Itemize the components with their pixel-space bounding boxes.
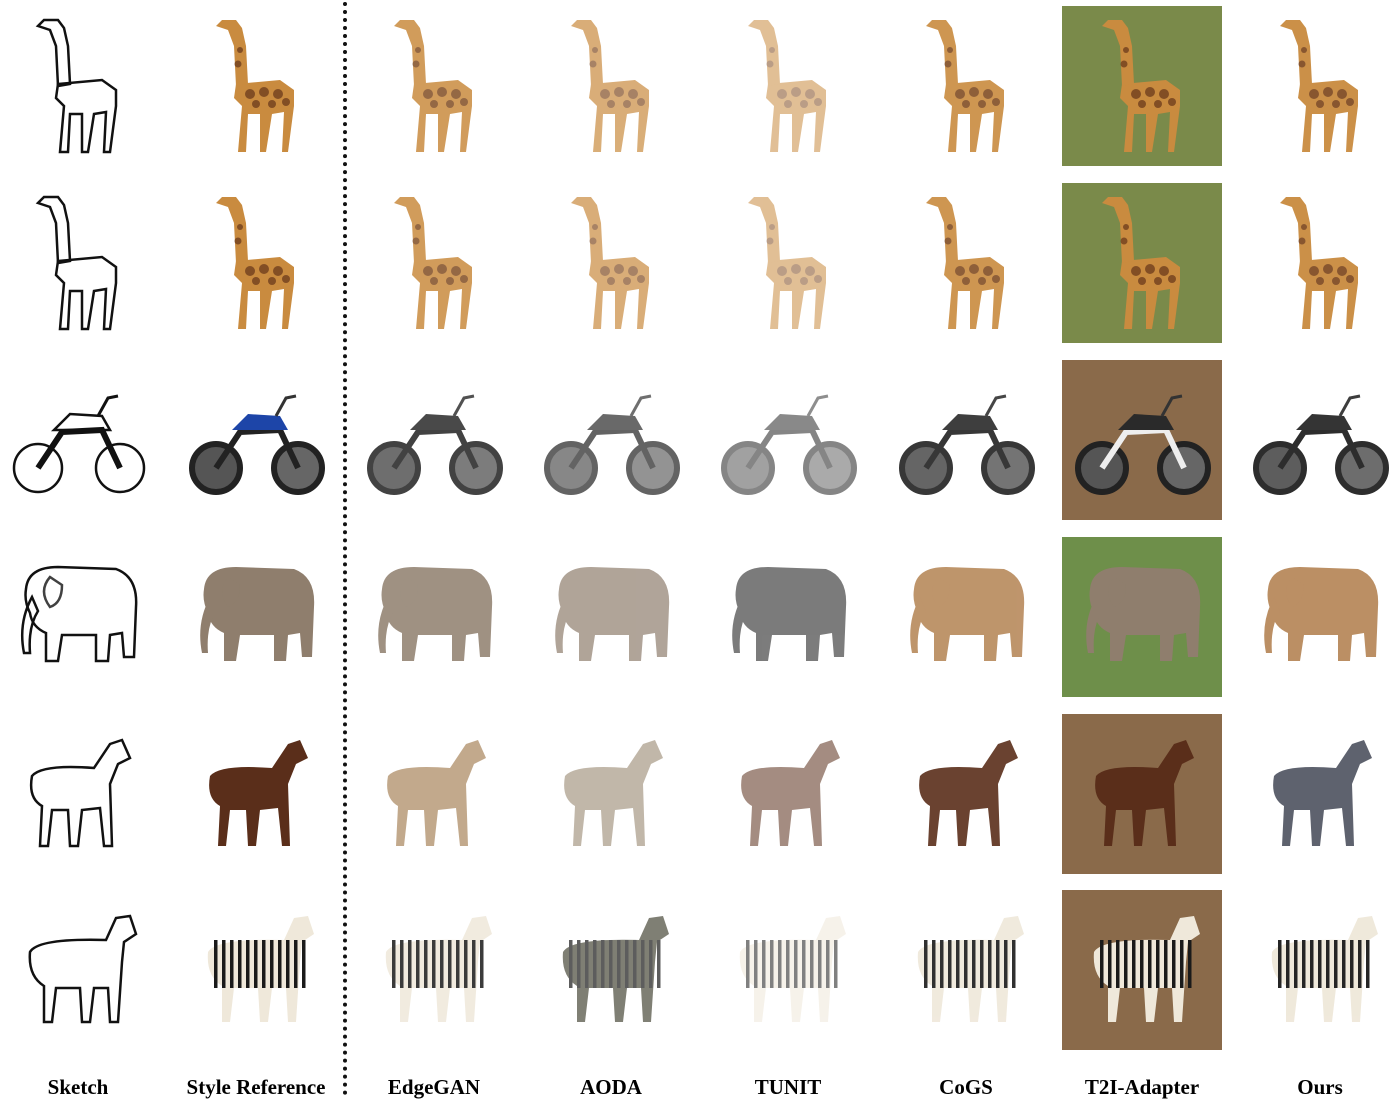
giraffe-sketch-image	[0, 6, 158, 166]
horse-style_reference-image	[176, 714, 336, 874]
giraffe-sketch-image	[0, 183, 158, 343]
elephant-aoda-image	[531, 537, 691, 697]
giraffe-aoda-image	[531, 183, 691, 343]
zebra-aoda-image	[531, 890, 691, 1050]
zebra-tunit-image	[708, 890, 868, 1050]
motorcycle-style_reference-image	[176, 360, 336, 520]
giraffe-style_reference-image	[176, 183, 336, 343]
column-label-ours: Ours	[1297, 1075, 1343, 1099]
column-label-style_reference: Style Reference	[186, 1075, 326, 1099]
zebra-cogs-image	[886, 890, 1046, 1050]
elephant-tunit-image	[708, 537, 868, 697]
giraffe-t2i_adapter-image	[1062, 183, 1222, 343]
zebra-style_reference-image	[176, 890, 336, 1050]
motorcycle-aoda-image	[531, 360, 691, 520]
giraffe-style_reference-image	[176, 6, 336, 166]
elephant-t2i_adapter-image	[1062, 537, 1222, 697]
horse-edgegan-image	[354, 714, 514, 874]
motorcycle-sketch-image	[0, 360, 158, 520]
horse-cogs-image	[886, 714, 1046, 874]
giraffe-ours-image	[1240, 183, 1400, 343]
motorcycle-cogs-image	[886, 360, 1046, 520]
horse-ours-image	[1240, 714, 1400, 874]
elephant-cogs-image	[886, 537, 1046, 697]
giraffe-edgegan-image	[354, 183, 514, 343]
motorcycle-tunit-image	[708, 360, 868, 520]
horse-tunit-image	[708, 714, 868, 874]
zebra-sketch-image	[0, 890, 158, 1050]
column-label-sketch: Sketch	[47, 1075, 109, 1099]
motorcycle-t2i_adapter-image	[1062, 360, 1222, 520]
dotted-divider	[343, 2, 347, 1096]
giraffe-edgegan-image	[354, 6, 514, 166]
giraffe-cogs-image	[886, 6, 1046, 166]
column-label-t2i_adapter: T2I-Adapter	[1084, 1075, 1200, 1099]
zebra-edgegan-image	[354, 890, 514, 1050]
giraffe-ours-image	[1240, 6, 1400, 166]
giraffe-t2i_adapter-image	[1062, 6, 1222, 166]
column-label-aoda: AODA	[580, 1075, 642, 1099]
giraffe-cogs-image	[886, 183, 1046, 343]
column-label-edgegan: EdgeGAN	[387, 1075, 481, 1099]
horse-aoda-image	[531, 714, 691, 874]
elephant-edgegan-image	[354, 537, 514, 697]
giraffe-tunit-image	[708, 183, 868, 343]
motorcycle-edgegan-image	[354, 360, 514, 520]
elephant-style_reference-image	[176, 537, 336, 697]
zebra-ours-image	[1240, 890, 1400, 1050]
giraffe-tunit-image	[708, 6, 868, 166]
column-label-cogs: CoGS	[939, 1075, 993, 1099]
column-label-tunit: TUNIT	[754, 1075, 822, 1099]
zebra-t2i_adapter-image	[1062, 890, 1222, 1050]
horse-t2i_adapter-image	[1062, 714, 1222, 874]
giraffe-aoda-image	[531, 6, 691, 166]
elephant-ours-image	[1240, 537, 1400, 697]
motorcycle-ours-image	[1240, 360, 1400, 520]
horse-sketch-image	[0, 714, 158, 874]
elephant-sketch-image	[0, 537, 158, 697]
